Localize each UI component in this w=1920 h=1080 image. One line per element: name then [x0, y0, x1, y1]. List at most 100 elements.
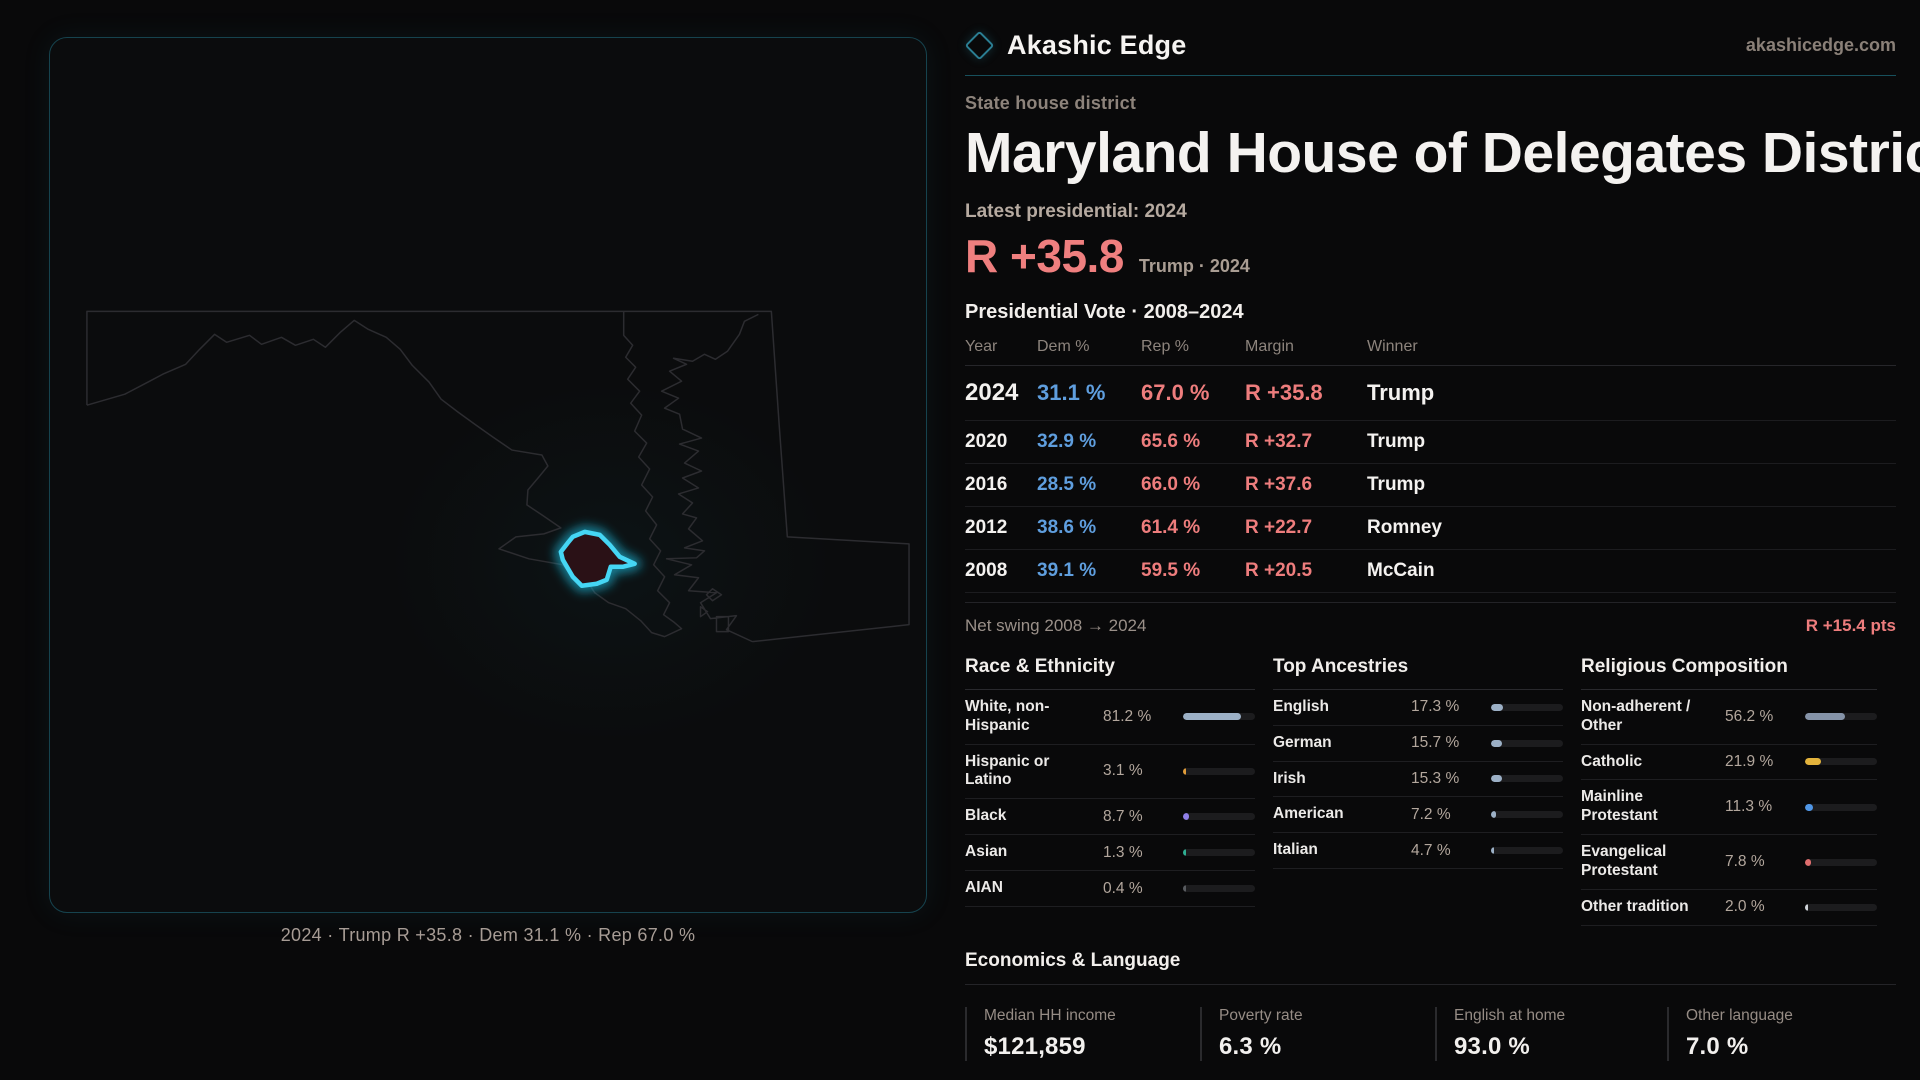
demo-label: Catholic — [1581, 752, 1643, 770]
headline-margin-row: R +35.8 Trump · 2024 — [965, 229, 1896, 283]
vote-cell-rep: 61.4 % — [1141, 516, 1201, 538]
demo-meter — [1805, 903, 1877, 911]
stat-value: $121,859 — [984, 1032, 1086, 1060]
demo-value: 7.2 % — [1411, 805, 1451, 823]
brand-name: Akashic Edge — [1007, 30, 1187, 60]
demo-value: 3.1 % — [1103, 762, 1143, 780]
vote-cell-margin: R +35.8 — [1245, 379, 1323, 405]
section-title: Religious Composition — [1581, 656, 1877, 690]
demo-label: Non-adherent / Other — [1581, 697, 1691, 734]
vote-cell-year: 2008 — [965, 559, 1008, 581]
demographics-grid: Race & Ethnicity White, non-Hispanic 81.2… — [965, 656, 1896, 926]
demo-row: Black 8.7 % — [965, 799, 1255, 836]
section-title: Top Ancestries — [1273, 656, 1563, 690]
demo-label: American — [1273, 805, 1344, 823]
demo-meter — [1183, 849, 1255, 857]
demo-meter — [1805, 713, 1877, 721]
brand: Akashic Edge — [964, 30, 1187, 61]
vote-cell-dem: 38.6 % — [1037, 516, 1097, 538]
stat-label: English at home — [1454, 1006, 1566, 1024]
diamond-logo-icon — [964, 30, 995, 61]
brand-domain: akashicedge.com — [1745, 35, 1896, 55]
headline-sub: Trump · 2024 — [1138, 255, 1250, 276]
demo-row: Evangelical Protestant 7.8 % — [1581, 835, 1877, 891]
demo-row: White, non-Hispanic 81.2 % — [965, 690, 1255, 745]
stat-value: 93.0 % — [1454, 1032, 1530, 1060]
religion-section: Religious Composition Non-adherent / Oth… — [1581, 656, 1877, 926]
demo-row: Other tradition 2.0 % — [1581, 890, 1877, 926]
demo-value: 11.3 % — [1725, 798, 1773, 816]
demo-row: German 15.7 % — [1273, 726, 1563, 762]
vote-cell-year: 2020 — [965, 430, 1008, 452]
page-title: Maryland House of Delegates District 29A — [965, 121, 1920, 185]
demo-label: Italian — [1273, 841, 1318, 859]
religion-rows: Non-adherent / Other 56.2 % Catholic 21.9 %… — [1581, 690, 1877, 926]
vote-cell-rep: 65.6 % — [1141, 430, 1201, 452]
headline-margin: R +35.8 — [965, 229, 1124, 282]
vote-cell-dem: 31.1 % — [1037, 379, 1106, 405]
stat-other-language: Other language 7.0 % — [1667, 1006, 1896, 1061]
demo-label: White, non-Hispanic — [965, 697, 1050, 734]
demo-row: English 17.3 % — [1273, 690, 1563, 726]
stat-value: 7.0 % — [1686, 1032, 1749, 1060]
demo-label: Irish — [1273, 769, 1306, 787]
demo-value: 2.0 % — [1725, 898, 1765, 916]
economics-rule — [965, 983, 1896, 985]
kicker: State house district — [965, 93, 1137, 113]
col-dem: Dem % — [1037, 337, 1090, 355]
demo-value: 21.9 % — [1725, 752, 1774, 770]
vote-cell-dem: 28.5 % — [1037, 473, 1097, 495]
stat-median-income: Median HH income $121,859 — [965, 1006, 1200, 1061]
demo-row: Asian 1.3 % — [965, 835, 1255, 872]
demo-label: Other tradition — [1581, 898, 1689, 916]
economics-stats: Median HH income $121,859 Poverty rate 6… — [965, 1006, 1896, 1061]
demo-meter — [1491, 739, 1563, 747]
demo-meter — [1491, 811, 1563, 819]
demo-value: 8.7 % — [1103, 807, 1143, 825]
demo-row: AIAN 0.4 % — [965, 871, 1255, 908]
vote-cell-winner: Trump — [1367, 430, 1426, 452]
vote-cell-winner: Romney — [1367, 516, 1442, 538]
vote-cell-year: 2012 — [965, 516, 1008, 538]
stat-poverty-rate: Poverty rate 6.3 % — [1200, 1006, 1435, 1061]
stat-english-at-home: English at home 93.0 % — [1435, 1006, 1667, 1061]
vote-cell-rep: 59.5 % — [1141, 559, 1201, 581]
demo-row: Italian 4.7 % — [1273, 833, 1563, 870]
demo-label: German — [1273, 733, 1332, 751]
net-swing-label: Net swing 2008 → 2024 — [965, 615, 1147, 635]
vote-cell-margin: R +37.6 — [1245, 473, 1313, 495]
stat-value: 6.3 % — [1219, 1032, 1282, 1060]
state-map — [86, 310, 910, 643]
col-year: Year — [965, 337, 998, 355]
vote-cell-dem: 39.1 % — [1037, 559, 1097, 581]
vote-cell-dem: 32.9 % — [1037, 430, 1097, 452]
detail-panel: Akashic Edge akashicedge.com State house… — [964, 30, 1920, 1080]
demo-meter — [1491, 775, 1563, 783]
economics-title: Economics & Language — [965, 949, 1181, 971]
net-swing-value: R +15.4 pts — [1805, 615, 1896, 635]
demo-row: Catholic 21.9 % — [1581, 745, 1877, 781]
header-rule — [965, 75, 1896, 76]
demo-row: Irish 15.3 % — [1273, 762, 1563, 798]
district-map-panel — [49, 37, 927, 913]
demo-meter — [1183, 813, 1255, 821]
demo-meter — [1491, 703, 1563, 711]
state-outline — [86, 310, 910, 643]
demo-meter — [1183, 713, 1255, 721]
vote-cell-rep: 67.0 % — [1141, 379, 1210, 405]
demo-value: 0.4 % — [1103, 879, 1143, 897]
vote-cell-year: 2016 — [965, 473, 1008, 495]
demo-value: 15.7 % — [1411, 734, 1460, 752]
vote-cell-winner: Trump — [1367, 379, 1435, 405]
net-swing-row: Net swing 2008 → 2024 R +15.4 pts — [965, 616, 1896, 636]
demo-meter — [1805, 803, 1877, 811]
section-title: Race & Ethnicity — [965, 656, 1255, 690]
vote-row-2016: 2016 28.5 % 66.0 % R +37.6 Trump — [965, 464, 1896, 507]
demo-label: AIAN — [965, 879, 1003, 897]
vote-table-body: 2024 31.1 % 67.0 % R +35.8 Trump 2020 32.9 % 65… — [965, 366, 1896, 593]
vote-table-header: Year Dem % Rep % Margin Winner — [965, 338, 1896, 366]
table-end-rule — [965, 601, 1896, 603]
demo-meter — [1183, 767, 1255, 775]
demo-meter — [1805, 758, 1877, 766]
demo-value: 17.3 % — [1411, 698, 1460, 716]
